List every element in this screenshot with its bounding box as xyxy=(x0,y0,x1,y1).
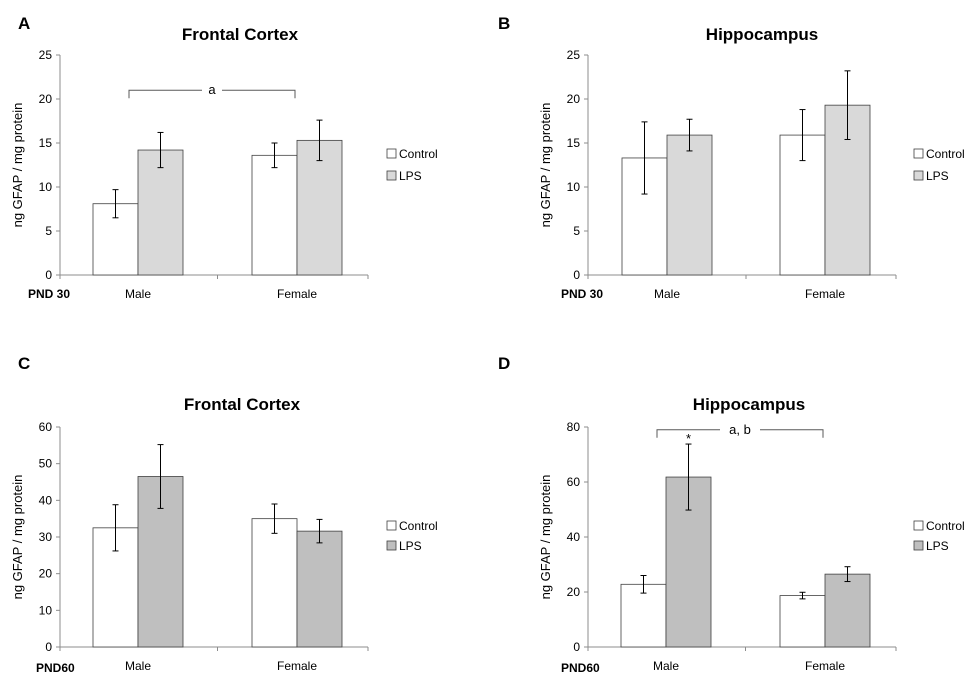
bar-lps-female xyxy=(824,573,871,648)
y-tick-label: 10 xyxy=(39,603,53,617)
legend-label: Control xyxy=(399,519,438,533)
bar-control-female xyxy=(251,518,298,648)
y-tick-label: 40 xyxy=(567,530,581,544)
y-tick-label: 5 xyxy=(45,224,52,238)
y-tick-label: 0 xyxy=(573,640,580,654)
legend-swatch-control xyxy=(913,520,924,531)
y-tick-label: 20 xyxy=(39,92,53,106)
age-label: PND60 xyxy=(36,661,75,675)
x-category-label: Female xyxy=(277,659,317,673)
panel-letter: D xyxy=(498,354,510,373)
legend-label: Control xyxy=(926,147,965,161)
y-tick-label: 10 xyxy=(39,180,53,194)
panel-letter: B xyxy=(498,14,510,33)
significance-bracket-left xyxy=(656,429,720,438)
panel-d: D Hippocampus 0 20 40 60 80 ng GFAP / mg protei… xyxy=(498,354,965,675)
bar-control-male xyxy=(620,583,667,648)
y-tick-label: 0 xyxy=(45,268,52,282)
legend-swatch-lps xyxy=(386,170,397,181)
x-category-label: Male xyxy=(125,659,151,673)
x-category-label: Male xyxy=(125,287,151,301)
y-tick-label: 30 xyxy=(39,530,53,544)
legend-swatch-control xyxy=(386,520,397,531)
bar-lps-male xyxy=(666,134,713,276)
panel-a: A Frontal Cortex 0 5 10 15 20 25 ng GFAP / mg pr… xyxy=(10,14,438,301)
x-category-label: Female xyxy=(277,287,317,301)
x-category-label: Female xyxy=(805,659,845,673)
panel-c: C Frontal Cortex 0 10 20 30 40 50 60 ng GFAP / mg… xyxy=(10,354,438,675)
y-tick-label: 0 xyxy=(45,640,52,654)
legend-label: Control xyxy=(399,147,438,161)
legend-swatch-control xyxy=(386,148,397,159)
legend-label: LPS xyxy=(926,539,949,553)
significance-star: * xyxy=(686,431,691,446)
legend-label: Control xyxy=(926,519,965,533)
y-tick-label: 80 xyxy=(567,420,581,434)
y-axis-label: ng GFAP / mg protein xyxy=(10,475,25,600)
bar-control-female xyxy=(251,154,298,276)
age-label: PND 30 xyxy=(561,287,603,301)
panel-b: B Hippocampus 0 5 10 15 20 25 ng GFAP / mg prote… xyxy=(498,14,965,301)
significance-bracket-right xyxy=(222,89,296,99)
panel-letter: C xyxy=(18,354,30,373)
chart-title: Frontal Cortex xyxy=(182,25,299,44)
y-tick-label: 20 xyxy=(39,567,53,581)
y-axis-label: ng GFAP / mg protein xyxy=(538,475,553,600)
y-tick-label: 0 xyxy=(573,268,580,282)
legend-swatch-control xyxy=(913,148,924,159)
y-tick-label: 25 xyxy=(567,48,581,62)
y-tick-label: 5 xyxy=(573,224,580,238)
bar-lps-female xyxy=(296,530,343,648)
chart-title: Hippocampus xyxy=(706,25,818,44)
y-axis-label: ng GFAP / mg protein xyxy=(10,103,25,228)
y-tick-label: 10 xyxy=(567,180,581,194)
legend-label: LPS xyxy=(399,169,422,183)
legend-label: LPS xyxy=(926,169,949,183)
y-tick-label: 20 xyxy=(567,585,581,599)
x-category-label: Male xyxy=(653,659,679,673)
x-category-label: Female xyxy=(805,287,845,301)
panel-letter: A xyxy=(18,14,30,33)
legend-swatch-lps xyxy=(386,540,397,551)
legend-swatch-lps xyxy=(913,170,924,181)
chart-title: Hippocampus xyxy=(693,395,805,414)
y-tick-label: 25 xyxy=(39,48,53,62)
significance-bracket-left xyxy=(128,89,202,99)
y-tick-label: 20 xyxy=(567,92,581,106)
legend-label: LPS xyxy=(399,539,422,553)
y-tick-label: 15 xyxy=(39,136,53,150)
y-tick-label: 60 xyxy=(567,475,581,489)
chart-title: Frontal Cortex xyxy=(184,395,301,414)
bar-lps-female xyxy=(296,139,343,276)
y-tick-label: 60 xyxy=(39,420,53,434)
bar-lps-male xyxy=(137,149,184,276)
age-label: PND 30 xyxy=(28,287,70,301)
significance-label: a xyxy=(208,82,216,97)
y-tick-label: 40 xyxy=(39,493,53,507)
significance-label: a, b xyxy=(729,422,751,437)
y-axis-label: ng GFAP / mg protein xyxy=(538,103,553,228)
significance-bracket-right xyxy=(760,429,824,438)
bar-control-female xyxy=(779,595,826,648)
y-tick-label: 50 xyxy=(39,457,53,471)
x-category-label: Male xyxy=(654,287,680,301)
age-label: PND60 xyxy=(561,661,600,675)
y-tick-label: 15 xyxy=(567,136,581,150)
legend-swatch-lps xyxy=(913,540,924,551)
